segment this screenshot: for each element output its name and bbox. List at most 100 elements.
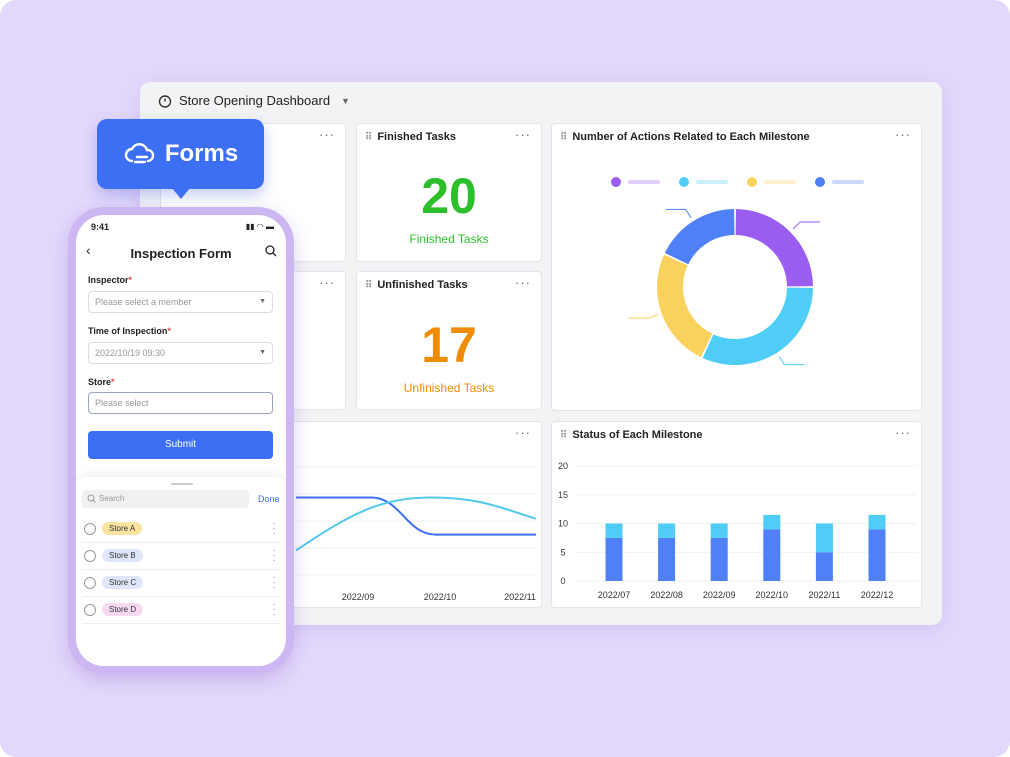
phone-screen: 9:41 ▮▮ ◠ ▬ ‹ Inspection Form Inspector*… xyxy=(76,215,286,666)
back-icon[interactable]: ‹ xyxy=(86,242,91,258)
leader-line xyxy=(778,355,805,366)
y-tick-label: 15 xyxy=(558,490,568,500)
donut-slice xyxy=(735,209,813,287)
store-tag: Store B xyxy=(102,549,143,562)
y-tick-label: 20 xyxy=(558,461,568,471)
bar-segment xyxy=(868,514,886,530)
bar-segment xyxy=(605,537,623,581)
bar-segment xyxy=(658,523,676,538)
y-tick-label: 5 xyxy=(560,547,565,557)
milestone-status-card: ⠿ Status of Each Milestone ··· 0 5 10 15 20 20… xyxy=(551,421,922,608)
inspector-select[interactable]: Please select a member ▼ xyxy=(88,291,273,313)
bar-segment xyxy=(868,529,886,581)
status-icons: ▮▮ ◠ ▬ xyxy=(245,222,274,231)
bar-segment xyxy=(763,514,781,530)
done-button[interactable]: Done xyxy=(258,494,280,504)
more-icon[interactable]: ··· xyxy=(895,127,911,142)
radio-button[interactable] xyxy=(84,604,96,616)
bar-chart: 0 5 10 15 20 2022/07 2022/08 2022/09 2022/10 2022… xyxy=(558,461,917,600)
bar-segment xyxy=(815,552,833,581)
time-label: Time of Inspection* xyxy=(88,326,171,336)
milestone-actions-card: ⠿ Number of Actions Related to Each Miles… xyxy=(551,123,922,411)
bar-segment xyxy=(763,529,781,581)
donut-slice xyxy=(702,287,813,365)
line-series xyxy=(295,496,537,552)
legend-dot xyxy=(815,177,825,187)
store-row[interactable]: Store A · · · xyxy=(82,516,280,543)
caret-down-icon: ▼ xyxy=(259,298,266,305)
cloud-icon xyxy=(124,143,155,164)
x-tick-label: 2022/10 xyxy=(756,590,789,600)
finished-count: 20 xyxy=(421,168,477,224)
finished-tasks-card: ⠿ Finished Tasks ··· 20 Finished Tasks xyxy=(356,123,542,262)
bar-segment xyxy=(658,537,676,581)
card-title: Number of Actions Related to Each Milest… xyxy=(572,131,810,143)
time-select[interactable]: 2022/10/19 09:30 ▼ xyxy=(88,342,273,364)
card-title: Finished Tasks xyxy=(377,131,456,143)
form-title: Inspection Form xyxy=(130,246,232,261)
donut-chart xyxy=(611,177,864,366)
dashboard-selector[interactable]: Store Opening Dashboard ▼ xyxy=(158,93,350,108)
leader-line xyxy=(628,314,659,319)
legend-label-bar xyxy=(628,180,660,184)
search-icon xyxy=(87,494,96,503)
radio-button[interactable] xyxy=(84,550,96,562)
caret-down-icon: ▼ xyxy=(259,349,266,356)
more-vertical-icon[interactable]: · · · xyxy=(272,599,276,620)
more-icon[interactable]: ··· xyxy=(319,127,335,142)
more-icon[interactable]: ··· xyxy=(515,275,531,290)
drag-handle-icon[interactable]: ⠿ xyxy=(365,279,372,291)
x-tick-label: 2022/10 xyxy=(424,592,457,602)
timer-icon xyxy=(158,94,172,108)
x-tick-label: 2022/07 xyxy=(598,590,631,600)
sheet-handle[interactable] xyxy=(171,483,193,485)
store-label: Store* xyxy=(88,377,115,387)
radio-button[interactable] xyxy=(84,523,96,535)
y-tick-label: 10 xyxy=(558,519,568,529)
legend-label-bar xyxy=(764,180,796,184)
more-vertical-icon[interactable]: · · · xyxy=(272,518,276,539)
finished-label: Finished Tasks xyxy=(409,232,489,246)
chevron-down-icon: ▼ xyxy=(341,95,350,106)
x-tick-label: 2022/11 xyxy=(504,592,536,602)
bar-segment xyxy=(710,523,728,538)
line-series xyxy=(296,496,536,536)
store-row[interactable]: Store B · · · xyxy=(82,543,280,570)
store-input[interactable]: Please select xyxy=(88,392,273,414)
donut-slice xyxy=(664,209,735,265)
bar-segment xyxy=(710,537,728,581)
legend-dot xyxy=(611,177,621,187)
store-tag: Store C xyxy=(102,576,144,589)
x-tick-label: 2022/09 xyxy=(342,592,375,602)
unfinished-label: Unfinished Tasks xyxy=(403,381,495,395)
drag-handle-icon[interactable]: ⠿ xyxy=(560,429,567,441)
drag-handle-icon[interactable]: ⠿ xyxy=(560,131,567,143)
bar-segment xyxy=(605,523,623,538)
store-tag: Store D xyxy=(102,603,144,616)
more-icon[interactable]: ··· xyxy=(319,275,335,290)
more-icon[interactable]: ··· xyxy=(515,425,531,440)
x-tick-label: 2022/12 xyxy=(861,590,894,600)
more-icon[interactable]: ··· xyxy=(515,127,531,142)
search-icon[interactable] xyxy=(265,245,277,257)
store-picker-sheet: Search Done Store A · · · Store B · · · Store … xyxy=(76,477,286,666)
more-vertical-icon[interactable]: · · · xyxy=(272,545,276,566)
store-row[interactable]: Store C · · · xyxy=(82,570,280,597)
drag-handle-icon[interactable]: ⠿ xyxy=(365,131,372,143)
more-vertical-icon[interactable]: · · · xyxy=(272,572,276,593)
x-tick-label: 2022/08 xyxy=(650,590,683,600)
x-tick-label: 2022/11 xyxy=(808,590,840,600)
legend-label-bar xyxy=(696,180,728,184)
forms-label: Forms xyxy=(164,140,239,167)
submit-button[interactable]: Submit xyxy=(88,431,273,459)
search-input[interactable]: Search xyxy=(82,490,249,508)
donut-slice xyxy=(657,254,713,358)
radio-button[interactable] xyxy=(84,577,96,589)
card-title: Unfinished Tasks xyxy=(377,279,468,291)
x-tick-label: 2022/09 xyxy=(703,590,736,600)
more-icon[interactable]: ··· xyxy=(895,425,911,440)
store-row[interactable]: Store D · · · xyxy=(82,597,280,624)
legend-label-bar xyxy=(832,180,864,184)
card-title: Status of Each Milestone xyxy=(572,429,703,441)
forms-bubble: Forms xyxy=(97,119,264,199)
